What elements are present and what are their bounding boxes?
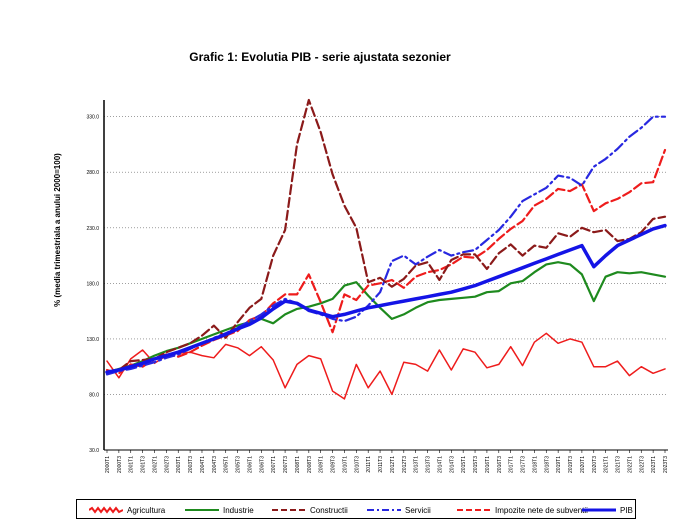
x-tick-label: 2006T1 [247,456,253,473]
legend-swatch [272,509,306,511]
series-line-servicii [105,115,667,376]
x-tick-label: 2005T3 [236,456,242,473]
x-tick-label: 2009T1 [319,456,325,473]
x-tick-label: 2014T3 [449,456,455,473]
x-tick-label: 2010T3 [354,456,360,473]
series-line-impozite-nete-de-subventii [105,148,667,375]
x-tick-labels: 2000T1 2000T3 2001T1 2001T3 2002T1 2002T3 2003… [105,450,669,473]
x-tick-label: 2013T3 [426,456,432,473]
series-lines [105,98,667,400]
y-tick-label: 230.0 [86,226,99,232]
x-tick-label: 2018T3 [544,456,550,473]
y-tick-label: 330.0 [86,115,99,121]
x-tick-label: 2003T1 [176,456,182,473]
x-tick-label: 2019T3 [568,456,574,473]
series-line-agricultura [106,332,666,400]
series-line-constructii [105,98,667,374]
x-tick-label: 2012T3 [402,456,408,473]
x-tick-label: 2000T3 [117,456,123,473]
x-tick-label: 2013T1 [414,456,420,473]
axes [103,100,668,451]
x-tick-label: 2022T1 [627,456,633,473]
legend-label: Impozite nete de subventii [495,505,588,515]
chart-title: Grafic 1: Evolutia PIB - serie ajustata … [189,50,451,64]
x-tick-label: 2022T3 [639,456,645,473]
x-tick-label: 2009T3 [331,456,337,473]
x-tick-label: 2002T1 [152,456,158,473]
series-line-industrie [105,261,667,374]
x-tick-label: 2004T3 [212,456,218,473]
x-tick-label: 2017T1 [509,456,515,473]
y-tick-label: 280.0 [86,170,99,176]
x-tick-label: 2000T1 [105,456,111,473]
legend-swatch [185,509,219,511]
x-tick-label: 2007T3 [283,456,289,473]
x-tick-label: 2012T1 [390,456,396,473]
x-tick-label: 2003T3 [188,456,194,473]
x-tick-label: 2020T1 [580,456,586,473]
x-tick-label: 2019T1 [556,456,562,473]
x-tick-label: 2001T1 [129,456,135,473]
x-tick-label: 2006T3 [259,456,265,473]
x-tick-label: 2008T1 [295,456,301,473]
y-tick-label: 30.0 [89,448,99,454]
x-tick-label: 2016T3 [497,456,503,473]
x-tick-label: 2020T3 [592,456,598,473]
legend-swatch [367,509,401,511]
legend-label: Servicii [405,505,431,515]
x-tick-label: 2021T3 [616,456,622,473]
y-tick-label: 80.0 [89,392,99,398]
x-tick-label: 2017T3 [521,456,527,473]
x-tick-label: 2002T3 [164,456,170,473]
chart-plot: 30.0 80.0 130.0 180.0 230.0 280.0 330.0 2000T1… [53,98,669,473]
x-tick-label: 2011T1 [366,456,372,473]
x-tick-label: 2015T1 [461,456,467,473]
x-tick-label: 2011T3 [378,456,384,473]
x-tick-label: 2007T1 [271,456,277,473]
x-tick-label: 2008T3 [307,456,313,473]
legend-swatch [89,506,123,514]
legend-swatch [457,509,491,511]
x-tick-label: 2001T3 [141,456,147,473]
x-tick-label: 2018T1 [532,456,538,473]
series-line-pib [105,223,667,374]
y-axis-label: % (media trimestriala a anului 2000=100) [53,153,62,307]
x-tick-label: 2015T3 [473,456,479,473]
legend-item: Constructii [272,503,348,517]
legend-item: Agricultura [89,503,165,517]
legend-item: PIB [582,503,633,517]
x-tick-label: 2004T1 [200,456,206,473]
x-tick-label: 2005T1 [224,456,230,473]
x-tick-label: 2016T1 [485,456,491,473]
legend-label: Industrie [223,505,254,515]
x-tick-label: 2023T1 [651,456,657,473]
legend-label: Constructii [310,505,348,515]
x-tick-label: 2023T3 [663,456,669,473]
legend-swatch [582,508,616,512]
y-tick-label: 130.0 [86,337,99,343]
x-tick-label: 2021T1 [604,456,610,473]
legend: Agricultura Industrie Constructii Servicii I… [76,499,636,519]
x-tick-label: 2014T1 [437,456,443,473]
y-tick-label: 180.0 [86,281,99,287]
legend-label: PIB [620,505,633,515]
legend-item: Servicii [367,503,431,517]
legend-item: Industrie [185,503,254,517]
y-tick-labels: 30.0 80.0 130.0 180.0 230.0 280.0 330.0 [86,115,99,454]
legend-label: Agricultura [127,505,166,515]
x-tick-label: 2010T1 [342,456,348,473]
legend-item: Impozite nete de subventii [457,503,588,517]
